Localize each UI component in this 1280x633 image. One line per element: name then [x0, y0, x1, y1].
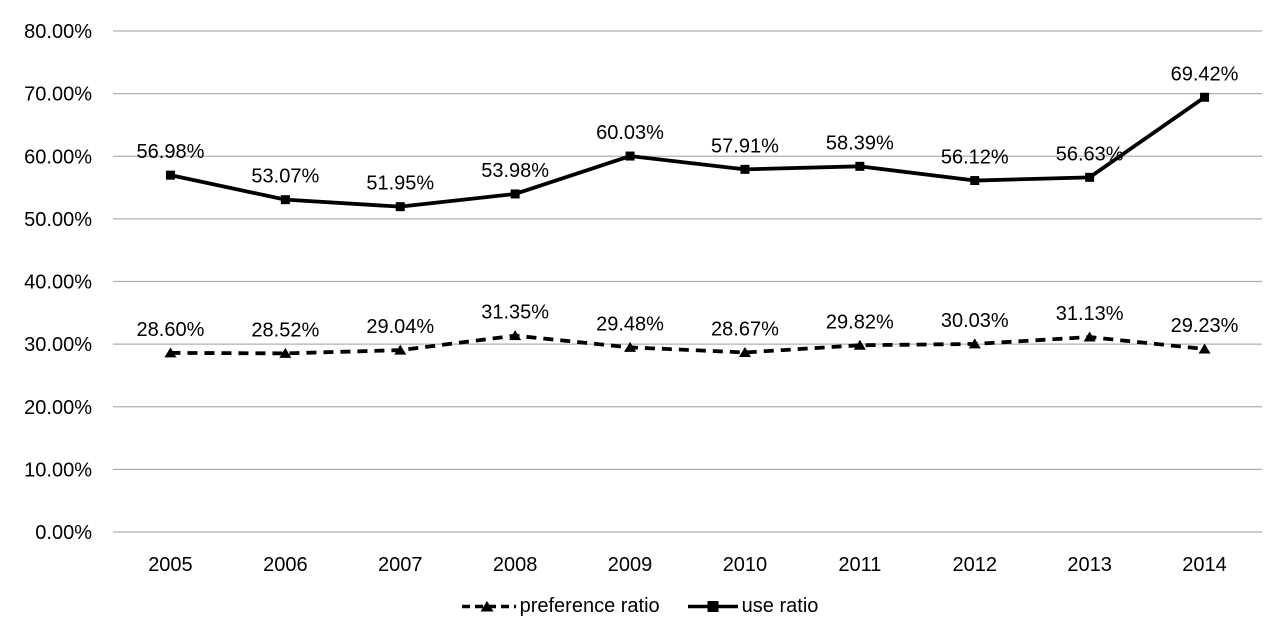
y-axis-tick-label: 50.00% — [24, 209, 92, 231]
data-label: 29.48% — [596, 313, 664, 335]
data-label: 29.23% — [1171, 315, 1239, 337]
data-label: 57.91% — [711, 135, 779, 157]
legend-label-use-ratio: use ratio — [741, 595, 819, 617]
triangle-marker — [968, 338, 981, 349]
square-marker — [1200, 92, 1210, 102]
legend-item-preference-ratio: preference ratio — [461, 595, 660, 618]
triangle-marker — [164, 347, 177, 358]
chart-legend: preference ratio use ratio — [0, 595, 1280, 618]
x-axis-tick-label: 2013 — [1067, 554, 1112, 576]
data-label: 31.13% — [1056, 303, 1124, 325]
dashed-line-triangle-marker-icon — [461, 601, 516, 612]
preference-ratio-line — [170, 333, 1205, 356]
square-marker — [970, 176, 980, 186]
data-label: 56.98% — [137, 141, 205, 163]
data-label: 28.52% — [251, 319, 319, 341]
x-axis-tick-label: 2006 — [263, 554, 308, 576]
y-axis-tick-label: 40.00% — [24, 272, 92, 294]
data-label: 29.82% — [826, 311, 894, 333]
triangle-marker — [509, 330, 522, 341]
triangle-marker — [853, 339, 866, 350]
solid-line-square-marker-icon — [687, 601, 738, 612]
data-label: 56.63% — [1056, 143, 1124, 165]
x-axis-tick-label: 2014 — [1182, 554, 1227, 576]
x-axis-tick-label: 2008 — [493, 554, 538, 576]
y-axis-tick-label: 60.00% — [24, 146, 92, 168]
square-marker — [280, 195, 290, 205]
triangle-marker — [1198, 343, 1211, 354]
data-label: 69.42% — [1171, 63, 1239, 85]
x-axis-tick-label: 2005 — [148, 554, 193, 576]
legend-label-preference-ratio: preference ratio — [519, 595, 660, 617]
triangle-marker — [624, 341, 637, 352]
x-axis-tick-label: 2012 — [953, 554, 998, 576]
x-axis-tick-label: 2009 — [608, 554, 653, 576]
square-marker — [165, 170, 175, 180]
y-axis-tick-label: 10.00% — [24, 459, 92, 481]
x-axis-tick-label: 2010 — [723, 554, 768, 576]
legend-item-use-ratio: use ratio — [687, 595, 819, 618]
triangle-marker — [279, 347, 292, 358]
y-axis-tick-label: 70.00% — [24, 84, 92, 106]
y-axis-tick-label: 80.00% — [24, 21, 92, 43]
y-axis-tick-label: 0.00% — [35, 522, 92, 544]
data-label: 60.03% — [596, 122, 664, 144]
data-label: 58.39% — [826, 132, 894, 154]
square-marker — [1085, 172, 1095, 182]
triangle-marker — [738, 346, 751, 357]
x-axis-tick-label: 2007 — [378, 554, 423, 576]
square-marker — [625, 151, 635, 161]
data-label: 53.07% — [251, 166, 319, 188]
data-label: 53.98% — [481, 160, 549, 182]
triangle-marker — [1083, 331, 1096, 342]
data-label: 29.04% — [366, 316, 434, 338]
square-marker — [740, 164, 750, 174]
data-label: 30.03% — [941, 310, 1009, 332]
square-marker — [855, 161, 865, 171]
data-label: 28.60% — [137, 319, 205, 341]
square-marker — [510, 189, 520, 199]
line-chart-canvas: 0.00% 10.00% 20.00% 30.00% 40.00% 50.00% 60.00… — [24, 21, 1262, 576]
square-marker — [395, 202, 405, 212]
data-label: 51.95% — [366, 173, 434, 195]
y-axis-tick-label: 30.00% — [24, 334, 92, 356]
data-label: 31.35% — [481, 302, 549, 324]
use-ratio-line — [170, 95, 1206, 209]
data-label: 28.67% — [711, 318, 779, 340]
y-axis-tick-label: 20.00% — [24, 397, 92, 419]
x-axis-tick-label: 2011 — [838, 554, 881, 576]
data-label: 56.12% — [941, 147, 1009, 169]
triangle-marker — [394, 344, 407, 355]
